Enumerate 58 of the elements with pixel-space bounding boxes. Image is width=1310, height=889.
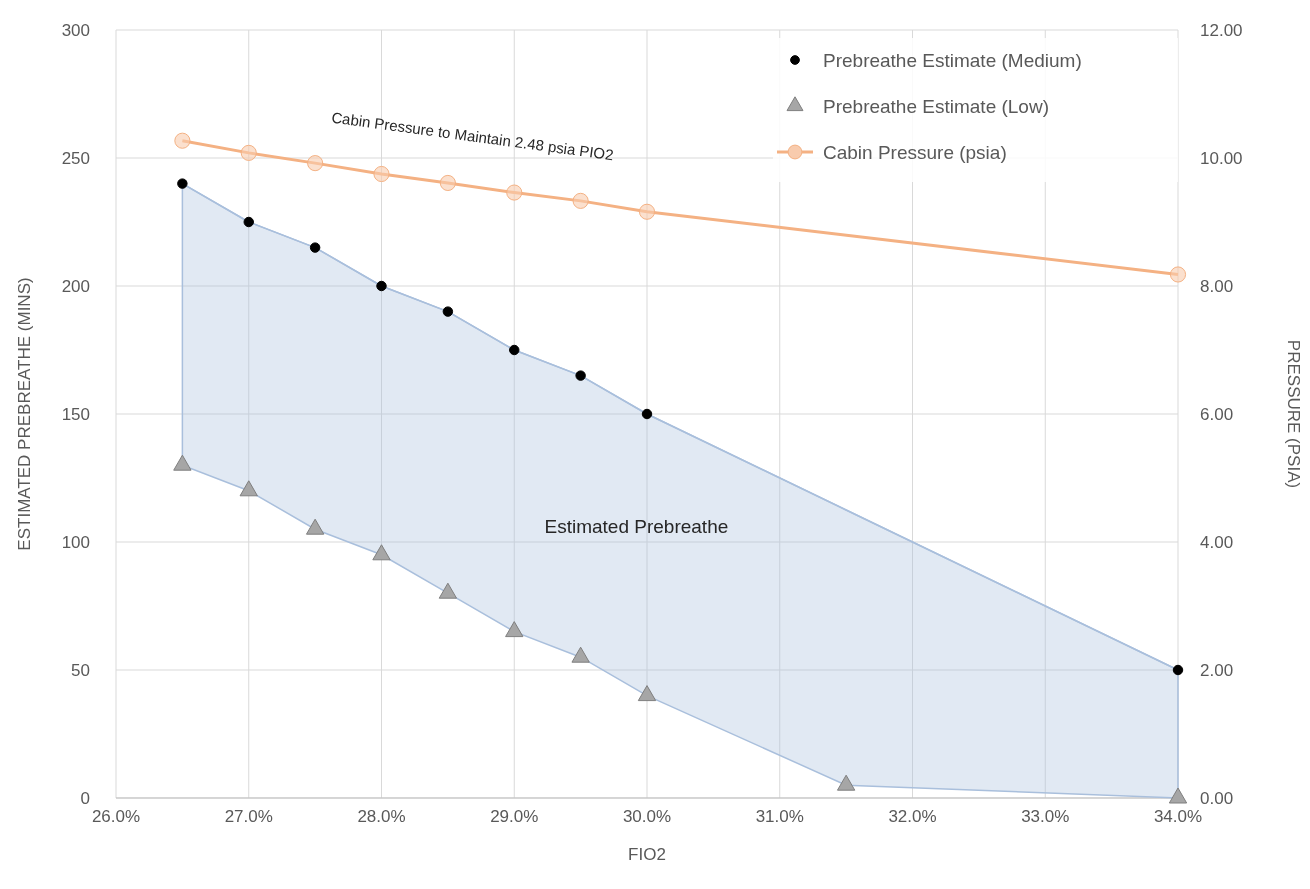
y-tick-label: 200 (61, 277, 90, 296)
x-tick-label: 33.0% (1021, 807, 1070, 826)
point (836, 774, 856, 791)
x-axis-title: FIO2 (628, 845, 666, 864)
legend-label: Prebreathe Estimate (Medium) (823, 50, 1082, 71)
point (505, 621, 524, 638)
x-tick-label: 34.0% (1153, 807, 1203, 826)
y-tick-label: 50 (71, 661, 90, 680)
legend-label: Prebreathe Estimate (Low) (823, 96, 1049, 117)
y2-tick-label: 2.00 (1200, 661, 1234, 680)
point (641, 408, 653, 420)
x-tick-label: 27.0% (224, 807, 273, 826)
y-tick-label: 250 (61, 149, 90, 168)
point (575, 370, 586, 381)
point (572, 192, 589, 209)
point (506, 184, 523, 201)
point (1168, 787, 1188, 804)
annotation: Cabin Pressure to Maintain 2.48 psia PIO2 (330, 108, 615, 164)
annotation: Estimated Prebreathe (544, 516, 729, 538)
point (240, 144, 257, 161)
point (177, 178, 188, 189)
point (571, 646, 590, 663)
point (307, 155, 324, 172)
y2-tick-label: 6.00 (1200, 405, 1234, 424)
point (509, 344, 520, 356)
point (173, 454, 192, 471)
point (243, 216, 254, 228)
x-tick-label: 31.0% (755, 807, 804, 826)
x-tick-label: 26.0% (91, 807, 141, 826)
point (638, 203, 656, 220)
point (1169, 266, 1187, 283)
point (305, 518, 325, 535)
point (372, 544, 391, 561)
y2-tick-label: 4.00 (1200, 533, 1234, 552)
point (439, 174, 456, 192)
point (438, 582, 458, 599)
point (309, 242, 321, 253)
legend-label: Cabin Pressure (psia) (823, 142, 1007, 163)
point (442, 306, 454, 317)
y2-axis-title: PRESSURE (PSIA) (1284, 339, 1303, 489)
y-tick-label: 0 (80, 789, 90, 808)
x-tick-label: 32.0% (888, 807, 937, 826)
x-tick-label: 29.0% (490, 807, 539, 826)
x-tick-label: 30.0% (622, 807, 672, 826)
y2-tick-label: 12.00 (1200, 21, 1243, 40)
point (637, 685, 657, 702)
y2-tick-label: 0.00 (1200, 789, 1234, 808)
x-tick-label: 28.0% (357, 807, 406, 826)
point (174, 132, 191, 149)
y-tick-label: 300 (61, 21, 90, 40)
point (373, 165, 390, 183)
y-tick-label: 150 (61, 405, 90, 424)
point (376, 280, 387, 292)
y2-tick-label: 8.00 (1200, 277, 1234, 296)
y-axis-title: ESTIMATED PREBREATHE (MINS) (15, 277, 34, 551)
point (239, 480, 258, 497)
y2-tick-label: 10.00 (1200, 149, 1243, 168)
y-tick-label: 100 (61, 533, 90, 552)
